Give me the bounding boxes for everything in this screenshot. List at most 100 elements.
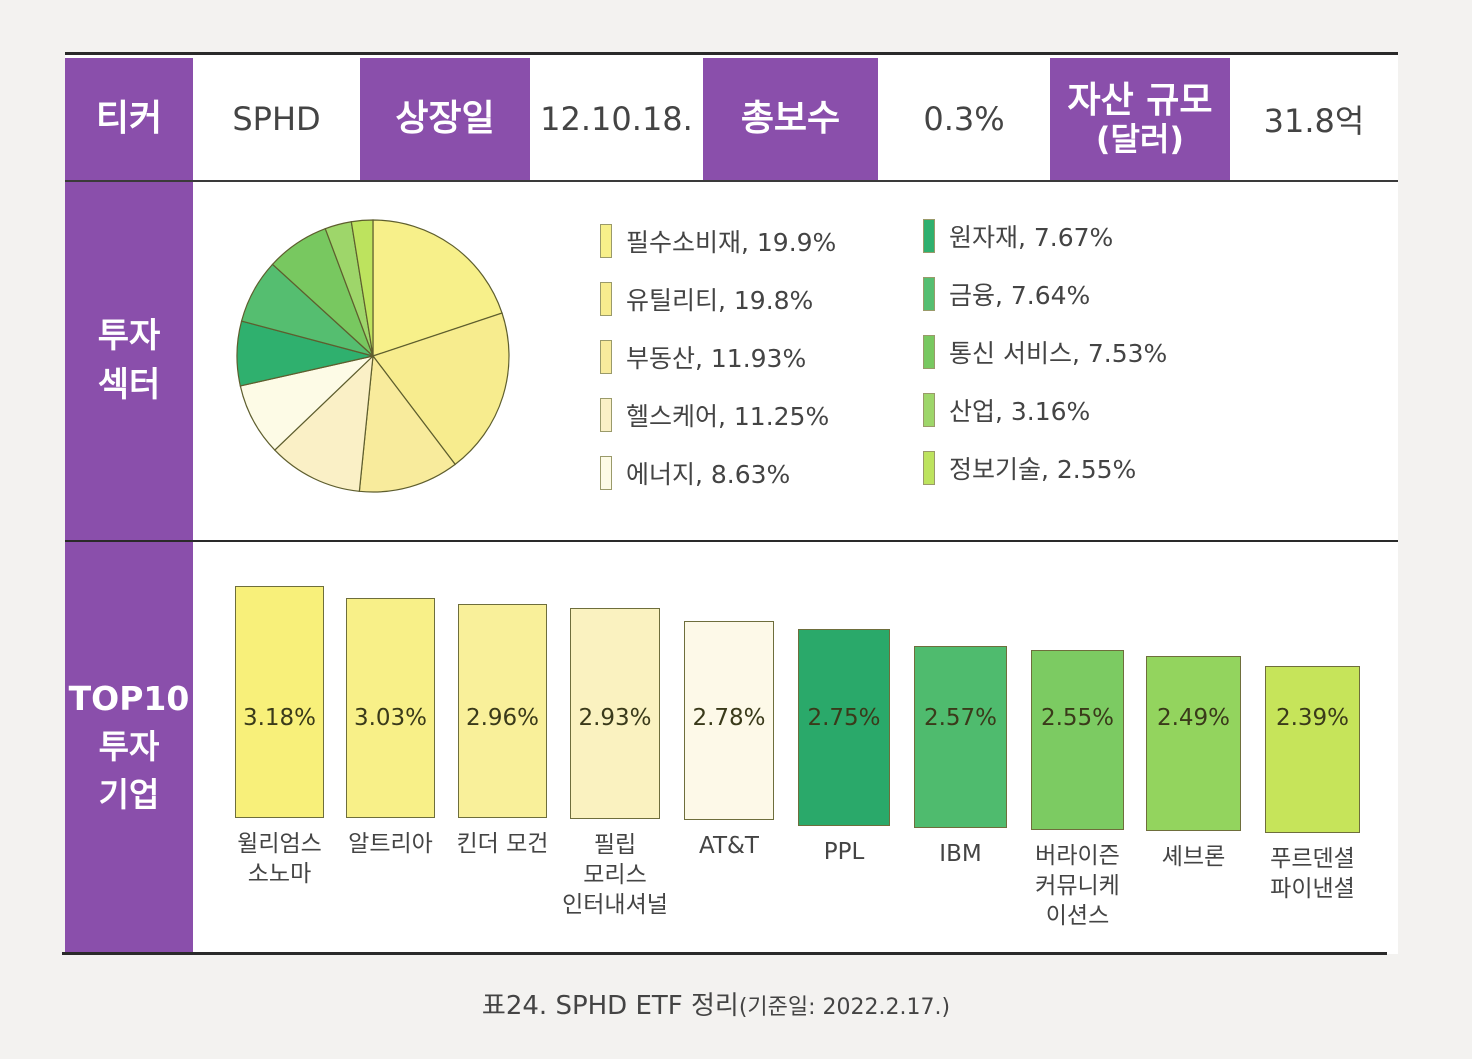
caption-sub: (기준일: 2022.2.17.) (738, 995, 951, 1020)
legend-item: 유틸리티, 19.8% (600, 270, 836, 328)
table-bottom-border (62, 952, 1387, 955)
bar-category-label-line: 이션스 (1045, 902, 1110, 929)
legend-swatch (600, 340, 612, 374)
legend-label: 에너지, 8.63% (626, 460, 791, 489)
legend-label: 금융, 7.64% (949, 281, 1091, 310)
legend-swatch (923, 393, 935, 427)
sector-legend-left: 필수소비재, 19.9% 유틸리티, 19.8% 부동산, 11.93% 헬스케어, … (600, 212, 836, 502)
bar-category-label-line: 소노마 (247, 860, 312, 887)
top10-section-label: TOP10 투자 기업 (65, 542, 193, 952)
bar-category-label: 알트리아 (321, 830, 461, 860)
bar-category-label-line: 파이낸셜 (1270, 875, 1355, 902)
bar-category-label: PPL (774, 838, 914, 868)
legend-label: 정보기술, 2.55% (949, 455, 1137, 484)
legend-item: 정보기술, 2.55% (923, 439, 1167, 497)
asset-size-value: 31.8억 (1230, 58, 1398, 180)
bar-value-label: 2.93% (578, 705, 652, 731)
bar-category-label: 셰브론 (1124, 843, 1264, 873)
legend-swatch (600, 398, 612, 432)
table-caption: 표24. SPHD ETF 정리(기준일: 2022.2.17.) (0, 985, 1432, 1022)
bar: 2.75% (798, 629, 890, 826)
bar: 2.57% (914, 646, 1007, 828)
bar-value-label: 2.78% (692, 705, 766, 731)
caption-main: 표24. SPHD ETF 정리 (481, 991, 739, 1021)
bar-category-label: 킨더 모건 (433, 830, 573, 860)
row-divider (65, 540, 1398, 542)
bar-category-label-line: 필립 (593, 832, 637, 858)
bar: 3.18% (235, 586, 324, 818)
listing-date-value: 12.10.18. (530, 58, 703, 180)
legend-item: 원자재, 7.67% (923, 207, 1167, 265)
legend-label: 헬스케어, 11.25% (626, 402, 830, 431)
bar-category-label-line: 인터내셔널 (562, 891, 668, 918)
asset-size-label-line1: 자산 규모 (1067, 79, 1213, 121)
bar-value-label: 2.55% (1040, 705, 1115, 731)
row-divider (65, 180, 1398, 182)
legend-item: 헬스케어, 11.25% (600, 386, 836, 444)
bar: 2.39% (1265, 666, 1360, 833)
bar-value-label: 2.57% (923, 705, 998, 731)
legend-label: 필수소비재, 19.9% (626, 228, 837, 257)
legend-swatch (600, 224, 612, 258)
bar-category-label: IBM (891, 840, 1031, 870)
bar: 2.49% (1146, 656, 1241, 831)
top10-label-line2: 투자 (98, 727, 160, 767)
sector-section-label: 투자 섹터 (65, 182, 193, 540)
bar-value-label: 2.75% (807, 705, 881, 731)
bar-category-label-line: 모리스 (583, 861, 647, 888)
bar: 2.96% (458, 604, 547, 818)
top10-label-line1: TOP10 (68, 679, 190, 719)
legend-swatch (923, 219, 935, 253)
bar: 2.55% (1031, 650, 1124, 830)
legend-item: 부동산, 11.93% (600, 328, 836, 386)
bar-category-label-line: 윌리엄스 (237, 831, 322, 857)
sector-pie-chart (236, 219, 510, 493)
bar-value-label: 3.18% (242, 705, 317, 731)
header-row: 티커 SPHD 상장일 12.10.18. 총보수 0.3% 자산 규모 (달러… (65, 58, 1398, 180)
sector-label-line1: 투자 (97, 315, 161, 356)
legend-swatch (600, 456, 612, 490)
legend-label: 통신 서비스, 7.53% (949, 339, 1168, 368)
legend-label: 부동산, 11.93% (626, 344, 807, 373)
pie-slice (372, 219, 503, 357)
asset-size-label-line2: (달러) (1095, 120, 1185, 159)
legend-swatch (923, 335, 935, 369)
bar-value-label: 2.39% (1275, 705, 1350, 731)
pie-slice (273, 354, 374, 492)
bar-value-label: 2.49% (1156, 705, 1231, 731)
ticker-label: 티커 (65, 58, 193, 180)
bar-category-label-line: 커뮤니케 (1035, 872, 1120, 899)
expense-ratio-value: 0.3% (878, 58, 1050, 180)
bar-category-label: AT&T (659, 832, 799, 862)
bar-category-label-line: AT&T (699, 833, 759, 859)
bar-category-label-line: 셰브론 (1161, 844, 1226, 870)
legend-label: 원자재, 7.67% (949, 223, 1114, 252)
sector-label-line2: 섹터 (97, 365, 161, 405)
pie-slice (350, 219, 374, 357)
legend-item: 필수소비재, 19.9% (600, 212, 836, 270)
legend-swatch (923, 277, 935, 311)
table-top-border (65, 52, 1398, 55)
bar-category-label-line: 푸르덴셜 (1270, 846, 1355, 872)
bar-category-label-line: 버라이즌 (1035, 843, 1120, 869)
ticker-value: SPHD (193, 58, 360, 180)
bar-category-label-line: IBM (939, 841, 982, 867)
pie-slice (372, 312, 510, 466)
sector-legend-right: 원자재, 7.67% 금융, 7.64% 통신 서비스, 7.53% 산업, 3.16… (923, 207, 1167, 497)
bar-value-label: 3.03% (353, 705, 428, 731)
pie-slice (358, 354, 457, 493)
listing-date-label: 상장일 (360, 58, 530, 180)
legend-swatch (923, 451, 935, 485)
legend-swatch (600, 282, 612, 316)
asset-size-label: 자산 규모 (달러) (1050, 58, 1230, 180)
bar-value-label: 2.96% (465, 705, 540, 731)
legend-item: 통신 서비스, 7.53% (923, 323, 1167, 381)
bar: 3.03% (346, 598, 435, 818)
legend-item: 에너지, 8.63% (600, 444, 836, 502)
bar-category-label-line: 알트리아 (348, 831, 433, 857)
legend-label: 유틸리티, 19.8% (626, 286, 814, 315)
legend-item: 금융, 7.64% (923, 265, 1167, 323)
